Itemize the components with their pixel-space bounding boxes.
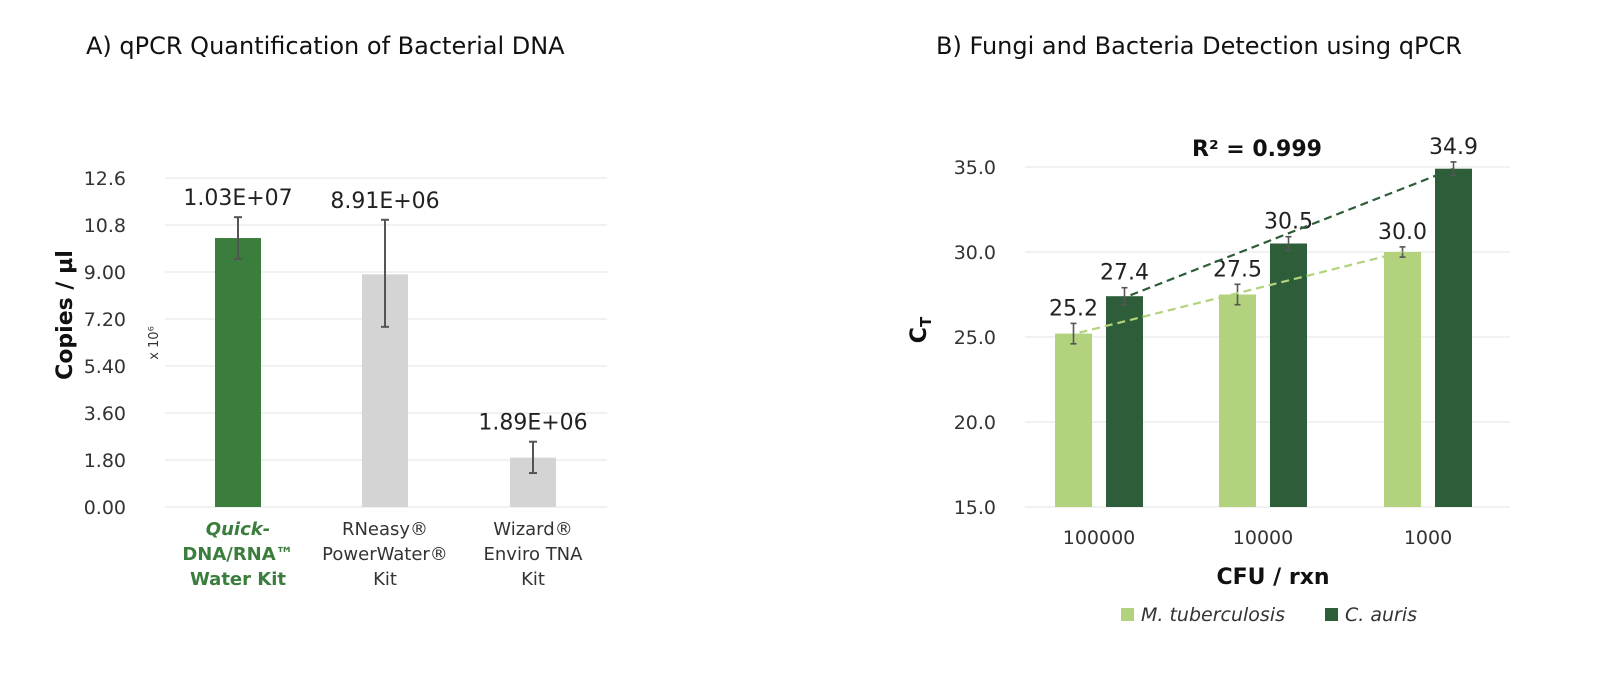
chart-b-bar [1055, 333, 1092, 507]
chart-b-data-label: 27.4 [1100, 261, 1149, 286]
chart-a-y-tick-label: 9.00 [84, 262, 126, 284]
chart-a-y-tick-label: 0.00 [84, 497, 126, 519]
chart-b-bar [1270, 243, 1307, 507]
chart-a-category-label: Kit [373, 569, 397, 590]
chart-a-title: A) qPCR Quantification of Bacterial DNA [86, 32, 565, 60]
chart-b-y-tick-label: 35.0 [954, 157, 996, 179]
legend-label: C. auris [1345, 604, 1417, 626]
chart-b-data-label: 25.2 [1049, 296, 1098, 321]
chart-a-data-label: 1.89E+06 [478, 411, 587, 436]
chart-b-x-axis-title: CFU / rxn [1216, 565, 1329, 590]
chart-a-y-axis-title: Copies / µl [53, 250, 78, 380]
chart-a-y-tick-label: 3.60 [84, 403, 126, 425]
chart-a-category-label: PowerWater® [322, 544, 448, 565]
chart-b-r2-annotation: R² = 0.999 [1192, 137, 1322, 162]
chart-a-category-label: RNeasy® [342, 519, 428, 540]
chart-a-category-label: Kit [521, 569, 545, 590]
chart-b-bar [1435, 168, 1472, 507]
chart-a-category-label: Water Kit [190, 569, 286, 590]
chart-b-y-tick-label: 30.0 [954, 242, 996, 264]
chart-b-data-label: 34.9 [1429, 135, 1478, 160]
chart-a-y-tick-label: 5.40 [84, 356, 126, 378]
legend-swatch [1325, 608, 1338, 621]
legend-swatch [1121, 608, 1134, 621]
chart-b-data-label: 30.5 [1264, 210, 1313, 235]
chart-b-trendline [1130, 167, 1454, 297]
chart-a-category-label: DNA/RNA™ [182, 544, 293, 565]
chart-b-category-label: 100000 [1063, 527, 1136, 549]
chart-a-data-label: 1.03E+07 [183, 186, 292, 211]
chart-b-bar [1219, 294, 1256, 507]
chart-a-data-label: 8.91E+06 [330, 189, 439, 214]
chart-b-title: B) Fungi and Bacteria Detection using qP… [936, 32, 1462, 60]
chart-b-y-tick-label: 20.0 [954, 412, 996, 434]
chart-b-category-label: 1000 [1404, 527, 1452, 549]
chart-a-y-multiplier: x 10⁶ [147, 326, 162, 360]
chart-b-data-label: 27.5 [1213, 257, 1262, 282]
chart-a-category-label: Enviro TNA [484, 544, 584, 565]
chart-b-bar [1384, 252, 1421, 507]
chart-a-category-label: Quick- [206, 519, 270, 540]
chart-a-category-label: Wizard® [493, 519, 572, 540]
legend-label: M. tuberculosis [1141, 604, 1285, 626]
chart-a-bar [215, 238, 261, 508]
chart-b-category-label: 10000 [1233, 527, 1293, 549]
chart-a-y-tick-label: 7.20 [84, 309, 126, 331]
chart-b-trendline [1079, 250, 1403, 334]
chart-b-y-tick-label: 25.0 [954, 327, 996, 349]
chart-a-y-tick-label: 1.80 [84, 450, 126, 472]
chart-a-y-tick-label: 10.8 [84, 215, 126, 237]
chart-b-data-label: 30.0 [1378, 220, 1427, 245]
chart-b-y-axis-title: CT [907, 316, 935, 343]
chart-a-y-tick-label: 12.6 [84, 168, 126, 190]
chart-b-y-tick-label: 15.0 [954, 497, 996, 519]
chart-b-bar [1106, 296, 1143, 507]
